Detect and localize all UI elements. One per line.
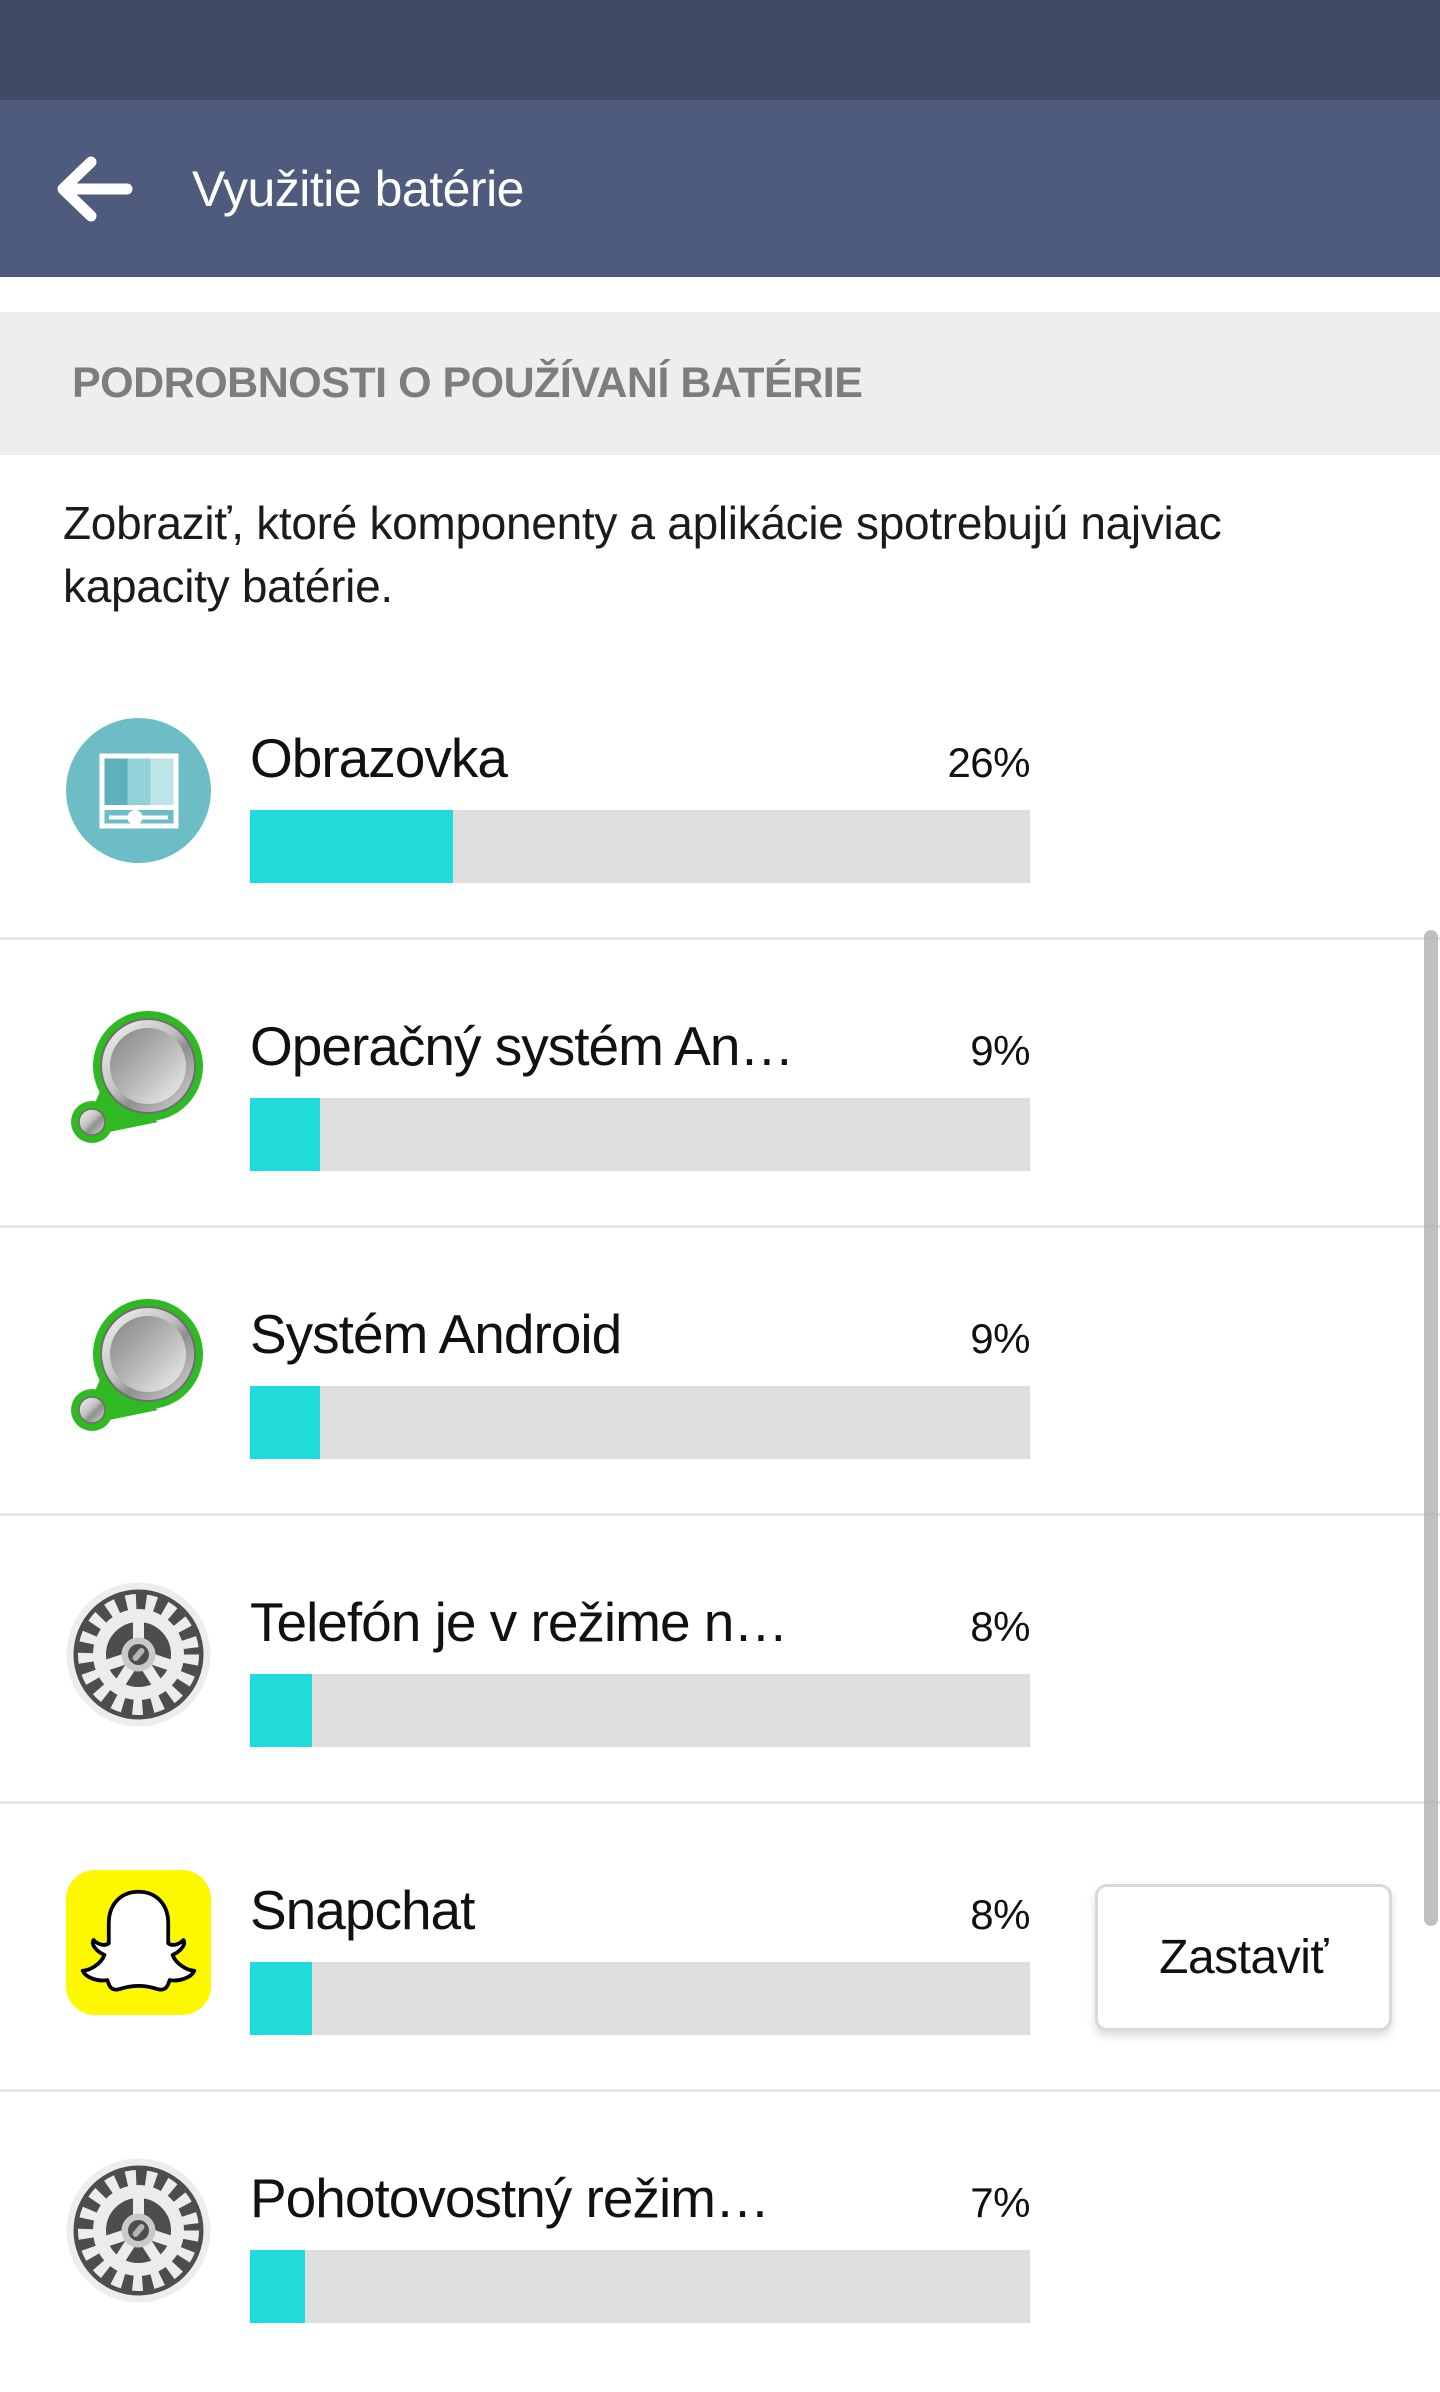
battery-item-percent: 8%	[970, 1603, 1030, 1650]
usage-bar-track	[250, 1962, 1030, 2035]
usage-bar-track	[250, 1098, 1030, 1171]
battery-item-label: Telefón je v režime n…	[250, 1591, 788, 1653]
battery-item-row[interactable]: Obrazovka 26%	[0, 652, 1440, 940]
battery-item-percent: 26%	[947, 739, 1030, 786]
stop-button[interactable]: Zastaviť	[1095, 1884, 1392, 2031]
gear-icon	[66, 1582, 211, 1727]
app-bar: Využitie batérie	[0, 100, 1440, 277]
usage-bar-fill	[250, 2250, 305, 2323]
scrollbar-thumb[interactable]	[1424, 930, 1438, 1926]
description-text: Zobraziť, ktoré komponenty a aplikácie s…	[63, 497, 1222, 612]
back-button[interactable]	[36, 100, 156, 277]
usage-bar-track	[250, 1674, 1030, 1747]
snapchat-icon	[66, 1870, 211, 2015]
battery-item-label: Obrazovka	[250, 727, 508, 789]
battery-item-row[interactable]: Pohotovostný režim… 7%	[0, 2092, 1440, 2380]
section-header-label: PODROBNOSTI O POUŽÍVANÍ BATÉRIE	[72, 359, 863, 407]
battery-item-row[interactable]: Systém Android 9%	[0, 1228, 1440, 1516]
battery-item-percent: 7%	[970, 2179, 1030, 2226]
android-os-icon	[66, 1294, 211, 1439]
usage-bar-track	[250, 1386, 1030, 1459]
battery-item-percent: 8%	[970, 1891, 1030, 1938]
usage-bar-track	[250, 810, 1030, 883]
battery-item-row[interactable]: Telefón je v režime n… 8%	[0, 1516, 1440, 1804]
usage-bar-fill	[250, 810, 453, 883]
battery-item-label: Pohotovostný režim…	[250, 2167, 770, 2229]
usage-bar-fill	[250, 1674, 313, 1747]
usage-bar-fill	[250, 1962, 313, 2035]
section-header: PODROBNOSTI O POUŽÍVANÍ BATÉRIE	[0, 312, 1440, 455]
usage-bar-track	[250, 2250, 1030, 2323]
gear-icon	[66, 2158, 211, 2303]
arrow-left-icon	[57, 156, 133, 221]
battery-item-percent: 9%	[970, 1027, 1030, 1074]
display-icon	[66, 718, 211, 863]
battery-item-row[interactable]: Snapchat 8% Zastaviť	[0, 1804, 1440, 2092]
battery-item-percent: 9%	[970, 1315, 1030, 1362]
page-title: Využitie batérie	[192, 160, 525, 217]
battery-item-label: Snapchat	[250, 1879, 475, 1941]
usage-bar-fill	[250, 1098, 321, 1171]
battery-item-label: Systém Android	[250, 1303, 622, 1365]
status-bar	[0, 0, 1440, 100]
battery-items-list: Obrazovka 26%	[0, 652, 1440, 2380]
android-os-icon	[66, 1006, 211, 1151]
battery-item-label: Operačný systém An…	[250, 1015, 794, 1077]
usage-bar-fill	[250, 1386, 321, 1459]
battery-item-row[interactable]: Operačný systém An… 9%	[0, 940, 1440, 1228]
